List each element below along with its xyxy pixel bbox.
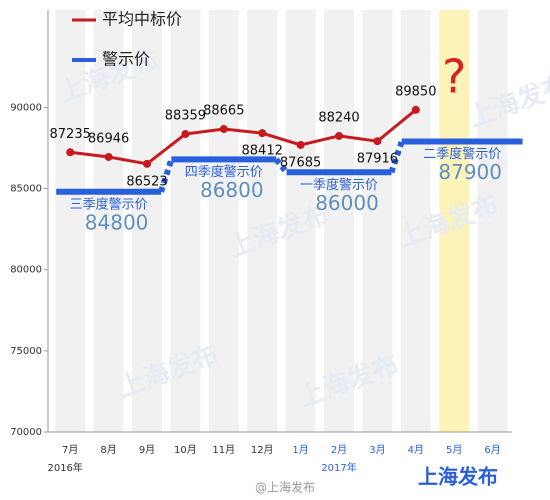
column-stripe: [285, 10, 316, 432]
column-stripe: [93, 10, 124, 432]
point: [181, 130, 190, 139]
y-tick-label: 85000: [10, 184, 42, 195]
series-line: [70, 108, 417, 166]
annotation: ?: [442, 50, 466, 104]
x-tick-label: 10月: [174, 444, 197, 456]
column-stripe: [132, 10, 162, 432]
point: [258, 129, 267, 138]
point: [143, 159, 151, 168]
value-label: 88412: [242, 144, 283, 159]
column-stripe: [400, 10, 431, 432]
x-tick-label: 12月: [251, 444, 274, 456]
warning-label: 三季度警示价: [70, 196, 148, 212]
value-label: 89850: [395, 84, 436, 99]
value-label: 88359: [165, 109, 206, 124]
year-label: 2017年: [321, 461, 356, 474]
point: [219, 125, 228, 134]
x-tick-label: 4月: [408, 444, 424, 456]
value-label: 86523: [126, 174, 167, 189]
brand: 上海发布: [418, 465, 498, 489]
x-tick-label: 6月: [484, 444, 500, 456]
x-tick-label: 8月: [100, 444, 116, 456]
value-label: 87235: [50, 127, 91, 142]
value-label: 87916: [357, 152, 398, 167]
legend-label: 警示价: [102, 50, 150, 69]
value-label: 88240: [318, 110, 359, 125]
connector: [388, 140, 405, 174]
y-tick-label: 90000: [10, 102, 42, 113]
column-stripe: [439, 10, 470, 432]
credit: @上海发布: [255, 480, 315, 495]
value-label: 87685: [280, 155, 321, 170]
warning-value: 86000: [315, 191, 379, 215]
y-tick-label: 80000: [10, 265, 42, 276]
column-stripe: [477, 10, 508, 432]
value-label: 88665: [203, 104, 244, 119]
column-stripe: [208, 10, 239, 432]
legend-label: 平均中标价: [102, 10, 182, 29]
warning-label: 二季度警示价: [423, 146, 501, 162]
x-tick-label: 3月: [369, 444, 385, 456]
point: [66, 148, 75, 157]
column-stripe: [247, 10, 278, 432]
column-stripe: [55, 10, 86, 432]
warning-value: 84800: [85, 210, 149, 234]
y-tick-label: 75000: [10, 346, 42, 357]
y-tick-label: 70000: [10, 427, 42, 438]
value-label: 86946: [88, 131, 129, 146]
x-tick-label: 11月: [212, 444, 235, 456]
x-tick-label: 5月: [446, 444, 462, 456]
column-stripe: [324, 10, 354, 432]
point: [373, 137, 382, 146]
point: [104, 152, 113, 161]
point: [296, 140, 305, 149]
column-stripe: [362, 10, 393, 432]
point: [335, 131, 343, 140]
warning-label: 四季度警示价: [185, 164, 263, 180]
x-tick-label: 1月: [292, 444, 308, 456]
x-tick-label: 2月: [331, 444, 347, 456]
warning-value: 86800: [200, 178, 264, 202]
x-tick-label: 7月: [62, 444, 78, 456]
connector: [273, 157, 289, 175]
point: [411, 105, 420, 114]
warning-value: 87900: [438, 160, 502, 184]
warning-label: 一季度警示价: [300, 177, 378, 193]
column-stripe: [170, 10, 201, 432]
year-label: 2016年: [47, 461, 82, 474]
connector: [158, 158, 175, 193]
x-tick-label: 9月: [139, 444, 155, 456]
